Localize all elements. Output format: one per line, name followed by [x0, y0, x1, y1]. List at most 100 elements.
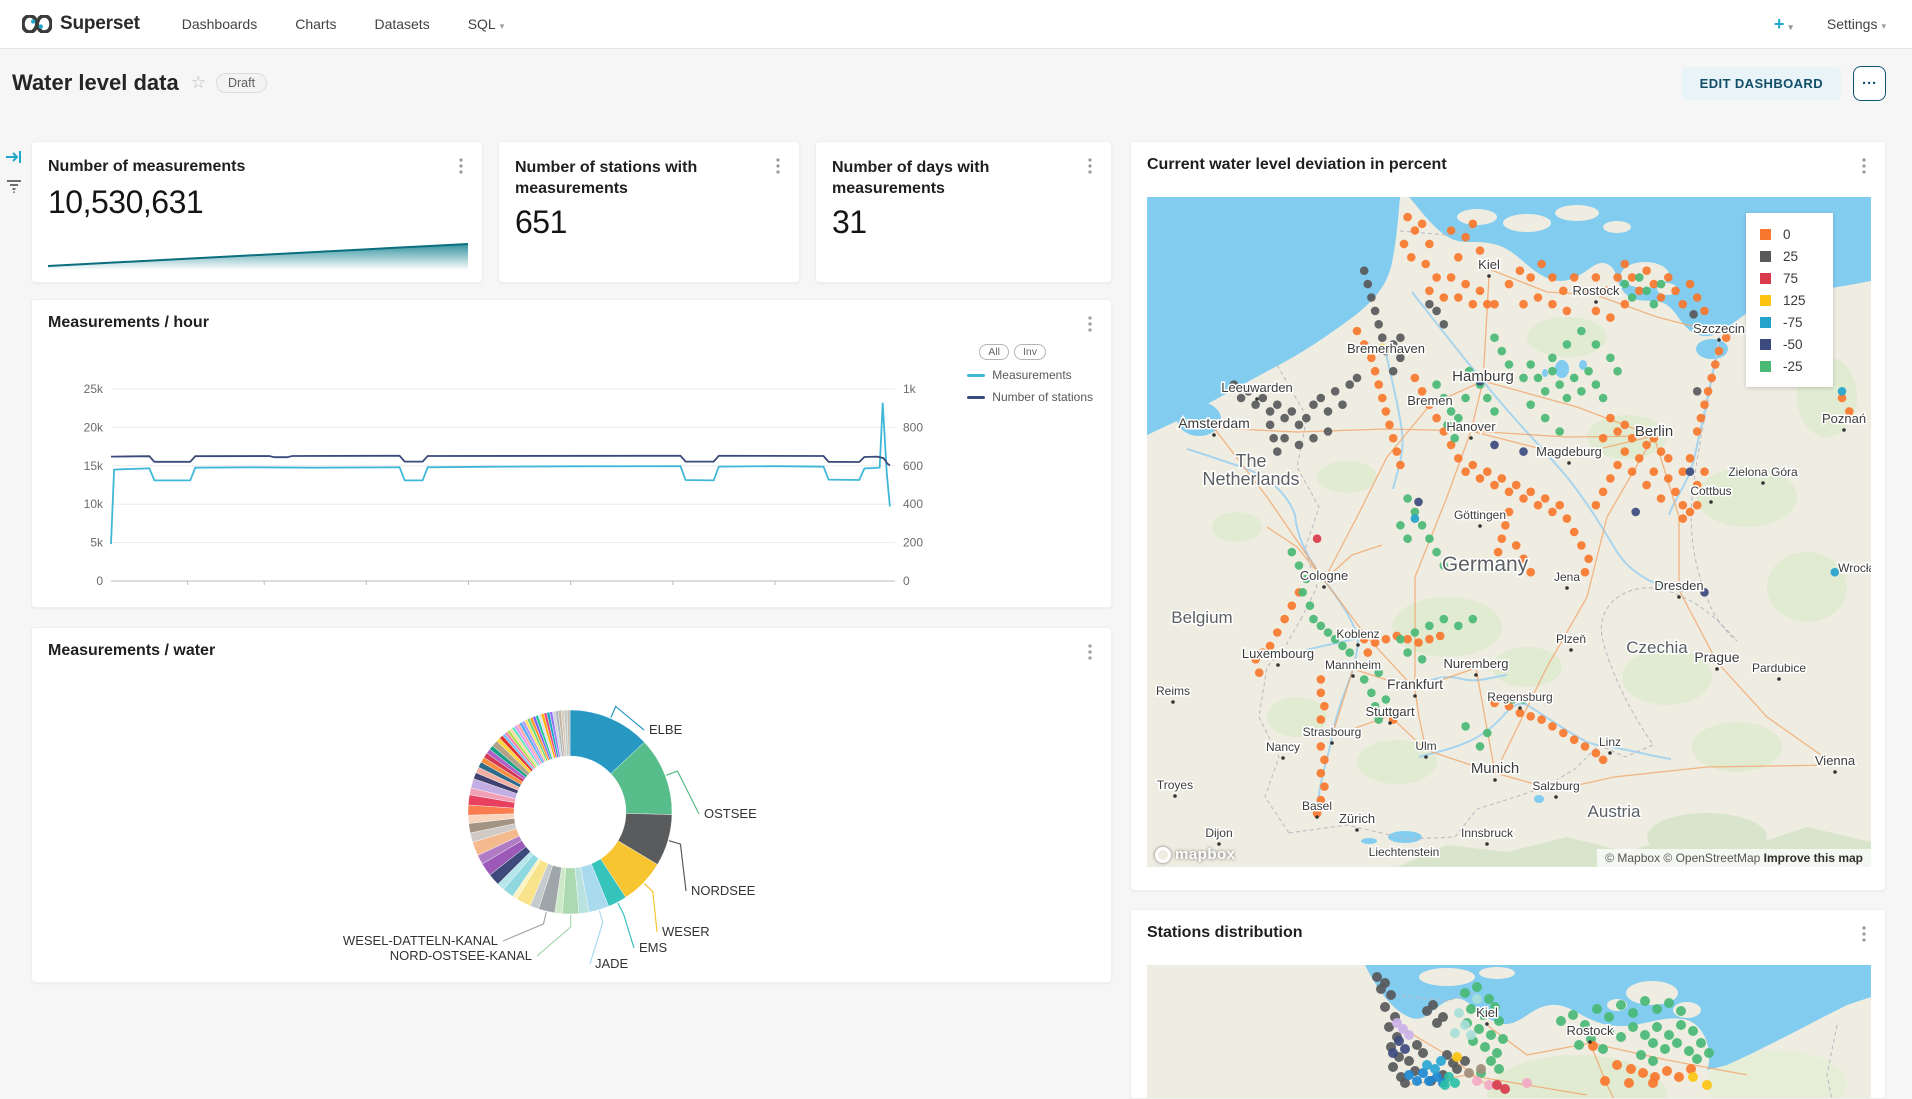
map-city-label: Zürich	[1339, 811, 1375, 826]
nav-item-datasets[interactable]: Datasets	[374, 16, 430, 32]
station-dot	[1388, 340, 1398, 349]
chart-menu-kebab-icon[interactable]	[1855, 156, 1873, 176]
station-dot	[1642, 480, 1651, 490]
map-city-label: Dresden	[1654, 578, 1703, 593]
mapbox-o-icon	[1155, 846, 1171, 863]
station-dot	[1526, 487, 1535, 497]
station-dot	[1464, 1068, 1474, 1078]
chart-menu-kebab-icon[interactable]	[769, 156, 787, 176]
station-dot	[1229, 380, 1239, 389]
station-dot	[1652, 1004, 1662, 1014]
chart-title[interactable]: Stations distribution	[1147, 924, 1303, 941]
chart-title[interactable]: Measurements / hour	[48, 314, 209, 331]
donut-slice-label: OSTSEE	[704, 806, 757, 821]
station-dot	[1316, 393, 1326, 403]
map-city-label: Nancy	[1266, 740, 1300, 754]
station-dot	[1454, 413, 1463, 423]
station-dot	[1628, 1022, 1638, 1032]
improve-map-link[interactable]: Improve this map	[1763, 851, 1863, 865]
legend-item-number-of-stations[interactable]: Number of stations	[967, 390, 1093, 404]
station-dot	[1526, 567, 1535, 577]
station-dot	[1484, 994, 1494, 1004]
station-dot	[1323, 628, 1333, 637]
station-dot	[1845, 407, 1854, 416]
map-city-marker	[1413, 694, 1417, 698]
station-dot	[1265, 641, 1275, 651]
station-dot	[1500, 1084, 1510, 1094]
station-dot	[1624, 1078, 1634, 1088]
station-dot	[1468, 219, 1478, 229]
map-city-label: Hamburg	[1452, 368, 1514, 385]
top-navbar: Superset Dashboards Charts Datasets SQL ▾…	[0, 0, 1912, 49]
station-dot	[1627, 273, 1637, 282]
chart-menu-kebab-icon[interactable]	[1855, 924, 1873, 944]
edit-dashboard-button[interactable]: EDIT DASHBOARD	[1681, 66, 1841, 100]
station-dot	[1461, 467, 1470, 477]
station-dot	[1700, 467, 1709, 477]
station-dot	[1316, 621, 1326, 631]
chart-title[interactable]: Number of stations with measurements	[515, 159, 698, 197]
map-city-label: Frankfurt	[1387, 676, 1443, 692]
settings-menu[interactable]: Settings ▾	[1826, 16, 1886, 32]
station-dot	[1394, 1036, 1404, 1046]
map-city-label: Wrocław	[1838, 561, 1871, 575]
station-dot	[1265, 420, 1275, 430]
chevron-down-icon: ▾	[499, 21, 505, 31]
station-dot	[1359, 634, 1369, 644]
map-country-label: Germany	[1442, 553, 1529, 576]
station-dot	[1562, 514, 1572, 523]
station-dot	[1352, 373, 1362, 383]
nav-item-sql[interactable]: SQL ▾	[467, 16, 505, 32]
station-dot	[1421, 259, 1430, 269]
station-dot	[1616, 1000, 1626, 1010]
legend-invert-button[interactable]: Inv	[1013, 344, 1046, 360]
station-dot	[1244, 387, 1253, 396]
map-city-label: Nuremberg	[1443, 656, 1508, 671]
chart-title[interactable]: Current water level deviation in percent	[1147, 156, 1447, 173]
page-title: Water level data	[12, 70, 179, 95]
chart-menu-kebab-icon[interactable]	[452, 156, 470, 176]
y-axis-left-tick: 0	[96, 574, 103, 588]
superset-logo[interactable]: Superset	[22, 13, 140, 35]
station-dot	[1396, 634, 1405, 644]
map-canvas[interactable]: Kiel Rostock	[1147, 965, 1871, 1098]
legend-item-measurements[interactable]: Measurements	[967, 368, 1072, 382]
x-axis-tick: 17	[666, 589, 680, 590]
map-city-label: Vienna	[1815, 753, 1856, 768]
map-canvas[interactable]: Leeuwarden Amsterdam The Netherlands Belgium…	[1147, 197, 1871, 867]
map-city-label: Göttingen	[1454, 508, 1506, 522]
legend-select-all-button[interactable]: All	[979, 344, 1009, 360]
station-dot	[1461, 279, 1470, 289]
legend-value: -75	[1783, 314, 1803, 330]
nav-item-charts[interactable]: Charts	[295, 16, 337, 32]
map-city-marker	[1588, 1040, 1592, 1044]
chart-menu-kebab-icon[interactable]	[1081, 314, 1099, 334]
map-city-marker	[1322, 585, 1326, 589]
map-color-legend: 0 25 75 125 -75 -50 -25	[1746, 213, 1833, 387]
chart-title[interactable]: Number of measurements	[48, 158, 246, 175]
station-dot	[1492, 1048, 1502, 1058]
new-item-button[interactable]: + ▾	[1773, 13, 1793, 34]
favorite-star-icon[interactable]: ☆	[190, 73, 206, 92]
station-dot	[1604, 1026, 1614, 1036]
chart-menu-kebab-icon[interactable]	[1081, 642, 1099, 662]
station-dot	[1515, 708, 1525, 718]
nav-item-dashboards[interactable]: Dashboards	[181, 16, 258, 32]
station-dot	[1378, 333, 1387, 342]
station-dot	[1345, 648, 1354, 657]
line-chart-canvas: 0 0 5k 200 10k 400 15k 600 20k 800 25k 1k 29 Jun 5 9 13 1…	[84, 382, 924, 590]
station-dot	[1612, 1060, 1622, 1070]
station-dot	[1504, 701, 1514, 711]
filter-funnel-icon[interactable]	[5, 177, 23, 195]
station-dot	[1497, 474, 1507, 483]
station-dot	[1403, 212, 1412, 222]
station-dot	[1439, 293, 1449, 302]
mapbox-logo[interactable]: mapbox	[1155, 846, 1236, 863]
chart-title[interactable]: Number of days with measurements	[832, 159, 990, 197]
station-dot	[1519, 373, 1528, 383]
station-dot	[1692, 1054, 1702, 1064]
chart-title[interactable]: Measurements / water	[48, 642, 216, 659]
expand-filter-bar-icon[interactable]	[5, 149, 23, 165]
dashboard-more-button[interactable]: ···	[1853, 65, 1886, 101]
chart-menu-kebab-icon[interactable]	[1081, 156, 1099, 176]
